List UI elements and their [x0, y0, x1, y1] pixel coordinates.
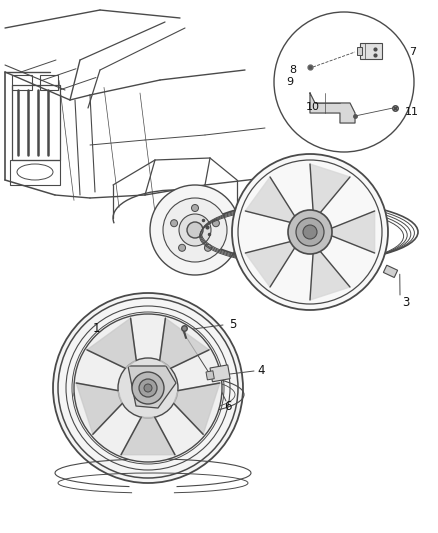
Polygon shape: [160, 318, 209, 368]
Polygon shape: [87, 318, 136, 368]
Circle shape: [179, 214, 211, 246]
Polygon shape: [310, 164, 350, 213]
Bar: [12, 85, 60, 160]
Circle shape: [53, 293, 243, 483]
Text: 9: 9: [286, 77, 293, 87]
Text: 11: 11: [405, 107, 419, 117]
Polygon shape: [128, 366, 176, 408]
Bar: [40, 75, 58, 90]
Bar: [360, 43, 382, 59]
Bar: [383, 265, 398, 278]
Circle shape: [288, 210, 332, 254]
Circle shape: [150, 185, 240, 275]
Text: 5: 5: [230, 318, 237, 330]
Bar: [10, 160, 60, 185]
Circle shape: [170, 220, 177, 227]
Polygon shape: [121, 417, 175, 455]
Circle shape: [132, 372, 164, 404]
Bar: [206, 371, 214, 380]
Polygon shape: [174, 383, 220, 434]
Text: 4: 4: [257, 364, 265, 376]
Text: 7: 7: [410, 47, 417, 57]
Circle shape: [163, 198, 227, 262]
Text: 1: 1: [92, 321, 100, 335]
Circle shape: [274, 12, 414, 152]
Text: 6: 6: [224, 400, 232, 413]
Polygon shape: [245, 241, 295, 287]
Circle shape: [303, 225, 317, 239]
Circle shape: [212, 220, 219, 227]
Circle shape: [74, 314, 222, 462]
Circle shape: [179, 244, 186, 251]
Circle shape: [232, 154, 388, 310]
Circle shape: [118, 358, 178, 418]
Circle shape: [139, 379, 157, 397]
Text: 3: 3: [403, 295, 410, 309]
Polygon shape: [310, 252, 350, 300]
Circle shape: [296, 218, 324, 246]
Polygon shape: [310, 93, 355, 123]
Bar: [357, 47, 362, 55]
Polygon shape: [245, 177, 295, 222]
Circle shape: [191, 205, 198, 212]
Polygon shape: [332, 211, 374, 253]
Bar: [12, 75, 32, 90]
Circle shape: [187, 222, 203, 238]
Bar: [210, 365, 230, 382]
Circle shape: [144, 384, 152, 392]
Circle shape: [205, 244, 212, 251]
Text: 10: 10: [306, 102, 320, 112]
Polygon shape: [76, 383, 122, 434]
Text: 8: 8: [290, 65, 297, 75]
